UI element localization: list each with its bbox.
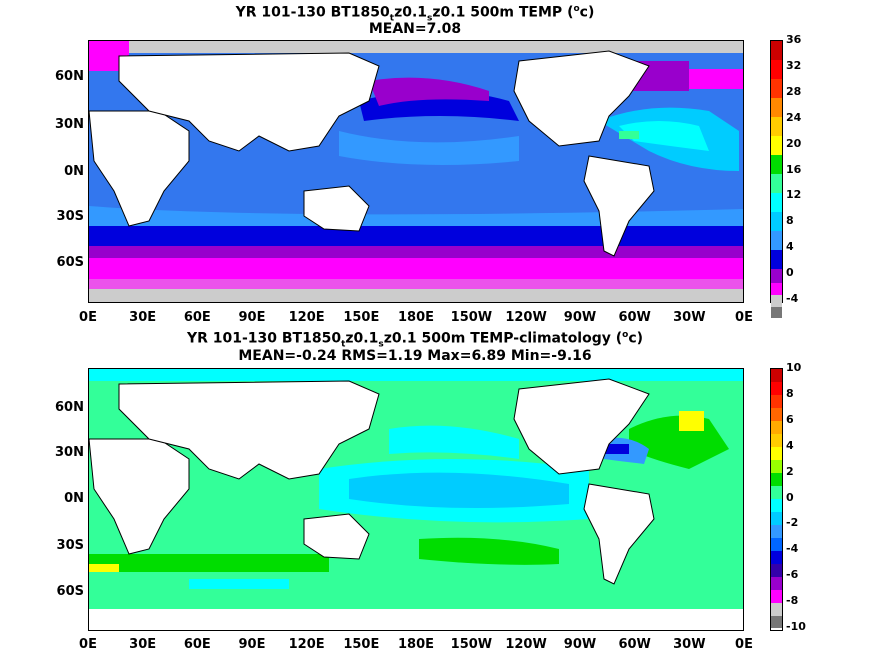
p1-colorbar-label: 24	[786, 110, 802, 124]
p2-lat-label: 60S	[56, 584, 84, 599]
p1-colorbar-label: 16	[786, 162, 802, 176]
p2-colorbar-label: 10	[786, 361, 802, 374]
p1-lat-label: 60S	[56, 255, 84, 270]
p1-lon-label: 60W	[618, 310, 651, 325]
p1-lat-label: 0N	[64, 164, 84, 179]
panel1-colorbar	[770, 40, 783, 318]
p2-lon-label: 0E	[735, 637, 753, 652]
p1-lon-label: 180E	[397, 310, 435, 325]
p2-lon-label: 30W	[673, 637, 706, 652]
p2-lon-label: 150E	[343, 637, 380, 652]
p1-lon-label: 0E	[79, 310, 97, 325]
p2-lat-label: 0N	[64, 491, 84, 506]
panel1-map	[88, 40, 744, 303]
p2-lon-label: 30E	[129, 637, 157, 652]
p2-lat-label: 30S	[56, 538, 84, 553]
p2-colorbar-label: -6	[786, 568, 799, 582]
p1-lon-label: 150W	[450, 310, 493, 325]
p1-colorbar-label: 36	[786, 33, 802, 46]
p1-lon-label: 150E	[343, 310, 380, 325]
panel2-title: YR 101-130 BT1850tz0.1sz0.1 500m TEMP-cl…	[186, 330, 644, 350]
p1-colorbar-label: 20	[786, 136, 802, 150]
p2-lon-label: 90E	[238, 637, 266, 652]
p1-colorbar-label: 8	[786, 214, 794, 228]
p1-colorbar-label: -4	[786, 292, 799, 305]
p2-colorbar-label: -4	[786, 542, 799, 556]
p2-lon-label: 0E	[79, 637, 97, 652]
panel2-subtitle: MEAN=-0.24 RMS=1.19 Max=6.89 Min=-9.16	[238, 348, 592, 364]
panel1-title: YR 101-130 BT1850tz0.1sz0.1 500m TEMP (o…	[235, 4, 595, 24]
p1-colorbar-label: 28	[786, 84, 802, 98]
p1-colorbar-label: 4	[786, 240, 794, 254]
p2-lon-label: 180E	[397, 637, 435, 652]
panel2-colorbar	[770, 368, 783, 631]
p1-lat-label: 30N	[55, 117, 84, 132]
p1-lon-label: 120W	[505, 310, 547, 325]
p1-lon-label: 30E	[129, 310, 157, 325]
p2-lon-label: 150W	[450, 637, 493, 652]
p1-colorbar-label: 0	[786, 266, 794, 280]
p2-colorbar-label: 0	[786, 490, 794, 504]
p1-colorbar-label: 32	[786, 58, 802, 72]
p1-lat-label: 60N	[55, 69, 84, 84]
p1-lat-label: 30S	[56, 209, 84, 224]
p1-colorbar-label: 12	[786, 188, 802, 202]
p1-lon-label: 30W	[673, 310, 706, 325]
p2-lon-label: 90W	[563, 637, 597, 652]
panel2-map	[88, 368, 744, 631]
p2-lat-label: 60N	[55, 400, 84, 415]
p1-lon-label: 0E	[735, 310, 753, 325]
p2-colorbar-label: -10	[786, 620, 806, 633]
p2-lon-label: 60W	[618, 637, 651, 652]
p2-colorbar-label: -8	[786, 594, 799, 608]
p2-colorbar-label: -2	[786, 516, 799, 530]
p2-colorbar-label: 2	[786, 464, 794, 478]
p2-lon-label: 60E	[183, 637, 211, 652]
p2-lon-label: 120W	[505, 637, 547, 652]
p2-lat-label: 30N	[55, 445, 84, 460]
p1-lon-label: 120E	[288, 310, 325, 325]
panel1-subtitle: MEAN=7.08	[368, 21, 462, 37]
p1-lon-label: 90E	[238, 310, 266, 325]
p2-colorbar-label: 6	[786, 412, 794, 426]
p1-lon-label: 90W	[563, 310, 597, 325]
p1-lon-label: 60E	[183, 310, 211, 325]
p2-colorbar-label: 4	[786, 438, 794, 452]
p2-lon-label: 120E	[288, 637, 325, 652]
p2-colorbar-label: 8	[786, 386, 794, 400]
